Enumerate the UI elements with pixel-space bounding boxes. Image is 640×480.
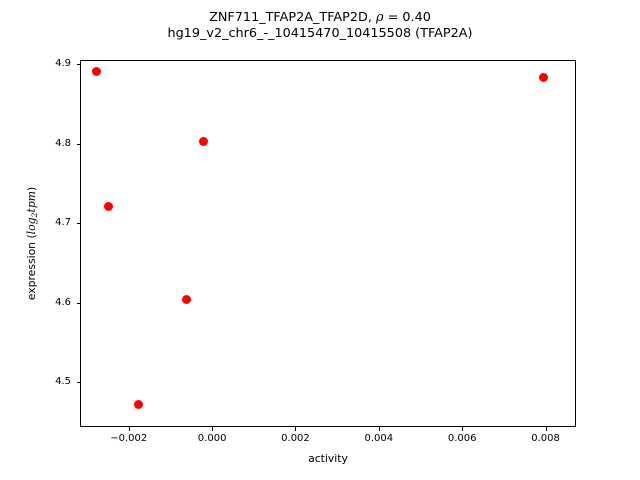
y-axis-label-subscript: 2: [30, 212, 40, 218]
plot-area: [80, 60, 576, 427]
y-axis-tick-label: 4.5: [55, 376, 71, 388]
correlation-value-text: = 0.40: [383, 10, 431, 25]
y-axis-tick-label: 4.6: [55, 296, 71, 308]
data-point: [538, 72, 548, 82]
data-point: [199, 137, 209, 147]
x-axis-tick: [128, 427, 130, 431]
chart-title: ZNF711_TFAP2A_TFAP2D, ρ = 0.40 hg19_v2_c…: [0, 10, 640, 42]
correlation-rho-symbol: ρ: [376, 10, 384, 25]
x-axis-tick-label: 0.000: [197, 433, 227, 444]
x-axis-tick: [295, 427, 297, 431]
x-axis-tick: [462, 427, 464, 431]
y-axis-tick-label: 4.9: [55, 58, 71, 70]
y-axis-label: expression (log2tpm): [22, 60, 42, 427]
y-axis-label-tpm: tpm: [25, 191, 38, 213]
y-axis-tick: [76, 302, 80, 304]
y-axis-tick: [76, 64, 80, 66]
y-axis-tick: [76, 382, 80, 384]
chart-title-line-1-prefix: ZNF711_TFAP2A_TFAP2D,: [209, 10, 376, 25]
x-axis-tick-label: 0.008: [531, 433, 560, 444]
data-points-layer: [81, 61, 575, 426]
x-axis-tick-label: 0.004: [364, 433, 394, 444]
chart-title-line-2: hg19_v2_chr6_-_10415470_10415508 (TFAP2A…: [167, 26, 473, 41]
data-point: [104, 202, 113, 212]
data-point: [181, 294, 191, 304]
x-axis-tick-label: −0.002: [110, 433, 148, 444]
y-axis-label-prefix: expression (: [25, 234, 38, 301]
x-axis-tick-label: 0.002: [281, 433, 310, 444]
x-axis-tick: [378, 427, 380, 431]
x-axis-label: activity: [308, 452, 348, 465]
y-axis-tick-label: 4.8: [55, 137, 71, 149]
y-axis-label-suffix: ): [25, 186, 38, 191]
chart-title-line-1: ZNF711_TFAP2A_TFAP2D, ρ = 0.40: [0, 10, 640, 26]
y-axis-tick: [76, 223, 80, 225]
data-point: [134, 400, 144, 410]
x-axis-tick: [545, 427, 547, 431]
x-axis-tick-label: 0.006: [447, 433, 477, 444]
y-axis-label-log: log: [25, 217, 38, 235]
data-point: [92, 66, 102, 76]
y-axis-tick-label: 4.7: [55, 217, 71, 229]
x-axis-tick: [212, 427, 214, 431]
y-axis-tick: [76, 143, 80, 145]
